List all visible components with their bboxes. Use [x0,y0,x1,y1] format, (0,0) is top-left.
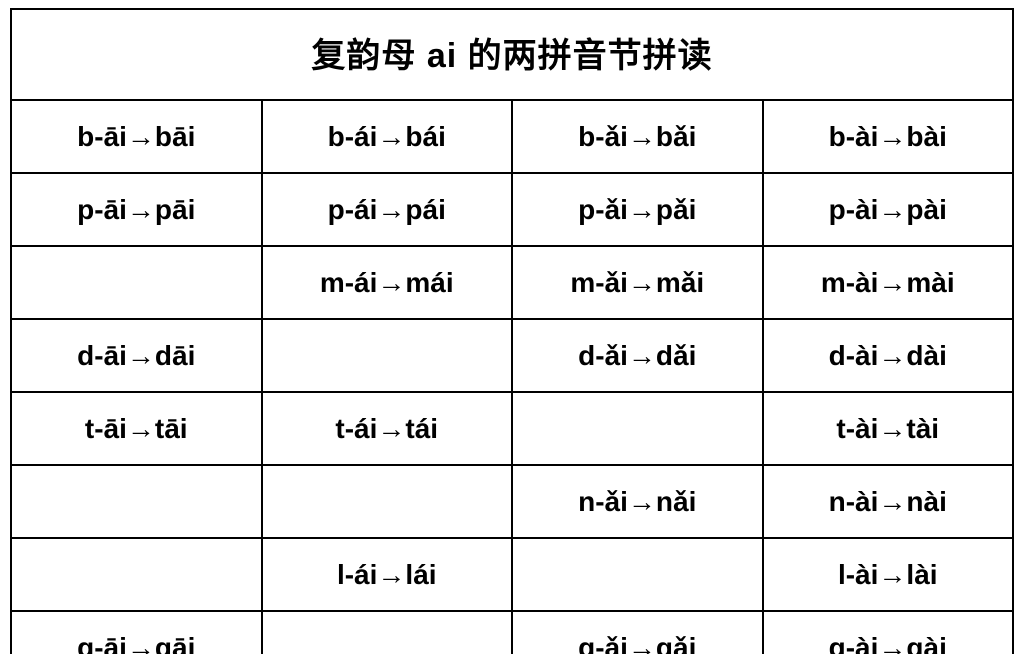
table-cell: p-ái→pái [262,173,513,246]
table-cell: d-ǎi→dǎi [512,319,763,392]
table-cell: p-ài→pài [763,173,1014,246]
table-row: t-āi→tāi t-ái→tái t-ài→tài [11,392,1013,465]
table-row: d-āi→dāi d-ǎi→dǎi d-ài→dài [11,319,1013,392]
table-cell: m-ài→mài [763,246,1014,319]
table-cell: t-āi→tāi [11,392,262,465]
table-cell [11,246,262,319]
table-cell: p-ǎi→pǎi [512,173,763,246]
table-cell: b-ǎi→bǎi [512,100,763,173]
table-cell [11,538,262,611]
table-cell: m-ǎi→mǎi [512,246,763,319]
table-cell [512,538,763,611]
table-title: 复韵母 ai 的两拼音节拼读 [11,9,1013,100]
table-row: p-āi→pāi p-ái→pái p-ǎi→pǎi p-ài→pài [11,173,1013,246]
table-cell: t-ái→tái [262,392,513,465]
table-cell: d-āi→dāi [11,319,262,392]
page-container: 复韵母 ai 的两拼音节拼读 b-āi→bāi b-ái→bái b-ǎi→bǎ… [0,0,1024,654]
table-body: b-āi→bāi b-ái→bái b-ǎi→bǎi b-ài→bài p-āi… [11,100,1013,654]
table-row: b-āi→bāi b-ái→bái b-ǎi→bǎi b-ài→bài [11,100,1013,173]
table-row: g-āi→gāi g-ǎi→gǎi g-ài→gài [11,611,1013,654]
pinyin-table: 复韵母 ai 的两拼音节拼读 b-āi→bāi b-ái→bái b-ǎi→bǎ… [10,8,1014,654]
table-row: l-ái→lái l-ài→lài [11,538,1013,611]
table-cell [262,611,513,654]
table-cell: p-āi→pāi [11,173,262,246]
table-cell: b-ái→bái [262,100,513,173]
table-cell: l-ài→lài [763,538,1014,611]
table-cell [262,319,513,392]
table-cell [262,465,513,538]
table-cell: g-ài→gài [763,611,1014,654]
table-cell: m-ái→mái [262,246,513,319]
table-cell: n-ǎi→nǎi [512,465,763,538]
table-cell: g-āi→gāi [11,611,262,654]
table-cell: t-ài→tài [763,392,1014,465]
table-cell: g-ǎi→gǎi [512,611,763,654]
table-row: n-ǎi→nǎi n-ài→nài [11,465,1013,538]
table-row: m-ái→mái m-ǎi→mǎi m-ài→mài [11,246,1013,319]
table-cell: d-ài→dài [763,319,1014,392]
table-cell: b-āi→bāi [11,100,262,173]
table-cell: b-ài→bài [763,100,1014,173]
table-cell: l-ái→lái [262,538,513,611]
table-cell: n-ài→nài [763,465,1014,538]
table-cell [512,392,763,465]
table-cell [11,465,262,538]
